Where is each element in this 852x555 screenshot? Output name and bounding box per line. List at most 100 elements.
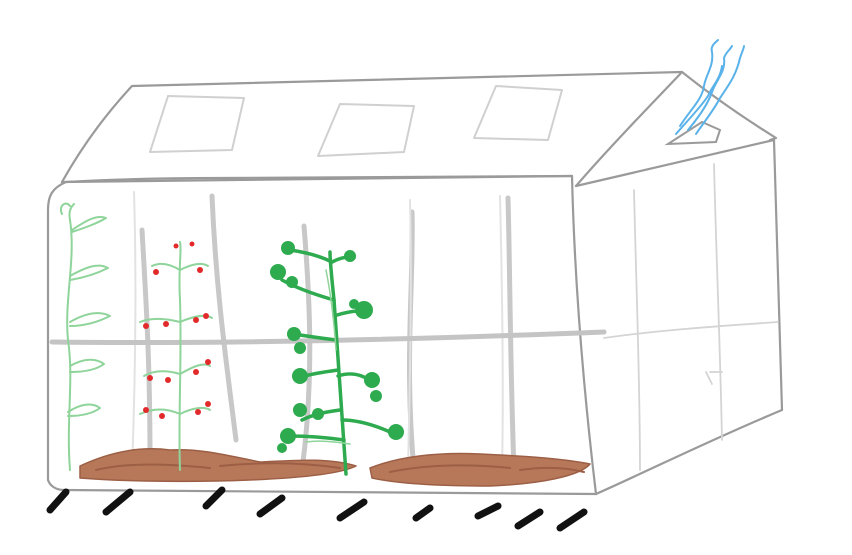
- side-panel-rib-2: [713, 163, 723, 441]
- bush-leaf-12: [293, 403, 307, 417]
- panel-line-1: [131, 191, 137, 471]
- soil-beds: [79, 448, 591, 487]
- side-panel-rib-1: [633, 189, 641, 471]
- tomato-branch-5: [143, 370, 181, 377]
- soil-streak-2: [219, 462, 341, 469]
- foot-2: [102, 488, 134, 516]
- vine-tendril: [60, 202, 71, 215]
- tomato-branch-7: [139, 408, 181, 415]
- rib-1: [139, 227, 153, 463]
- feet: [46, 486, 588, 532]
- chimney-base: [664, 120, 722, 146]
- tomato-4: [197, 267, 203, 273]
- bush-leaf-3: [286, 276, 298, 288]
- roof-window-2: [317, 103, 415, 157]
- side-wall-right: [772, 138, 784, 412]
- tomato-2: [189, 241, 195, 247]
- rib-5: [505, 195, 517, 473]
- foot-3: [202, 486, 226, 510]
- tomato-12: [205, 359, 211, 365]
- soil-streak-3: [389, 464, 511, 473]
- panel-line-2: [407, 199, 412, 471]
- side-wall: [574, 138, 784, 496]
- bush-leaves: [270, 241, 404, 453]
- tomato-branch-8: [179, 406, 211, 415]
- bush-stem: [328, 250, 348, 476]
- vine-leaf-3: [69, 312, 111, 327]
- soil-bed-2: [369, 452, 591, 487]
- tomato-6: [163, 321, 169, 327]
- bush-branch-9: [340, 418, 392, 434]
- bush-leaf-10: [364, 372, 380, 388]
- green-bush-plant: [270, 241, 404, 476]
- front-ribs: [139, 193, 517, 473]
- foot-1: [46, 488, 70, 514]
- foot-6: [412, 504, 434, 522]
- roof-window-3: [473, 85, 563, 141]
- smoke-icon: [675, 39, 745, 135]
- bush-leaf-14: [388, 424, 404, 440]
- tomato-fruits: [143, 241, 211, 419]
- tomato-stem: [178, 241, 182, 471]
- foot-8: [514, 508, 544, 530]
- roof-gable-edge: [574, 70, 684, 188]
- bush-leaf-8: [294, 342, 306, 354]
- side-wall-bottom: [594, 408, 784, 496]
- side-door-handle: [705, 371, 713, 385]
- tomato-16: [205, 401, 211, 407]
- tomato-branch-2: [179, 262, 209, 271]
- rib-2: [209, 193, 239, 443]
- front-wall-left: [46, 180, 68, 492]
- horizontal-rail: [49, 329, 607, 346]
- bush-leaf-6: [349, 299, 359, 309]
- soil-streak-4: [519, 466, 585, 473]
- bush-leaf-13: [312, 408, 324, 420]
- tomato-8: [203, 313, 209, 319]
- bush-leaf-16: [277, 443, 287, 453]
- tomato-branch-6: [179, 363, 211, 375]
- tomato-7: [193, 317, 199, 323]
- tomato-10: [165, 377, 171, 383]
- soil-bed-1: [79, 448, 357, 483]
- side-panels: [603, 163, 779, 471]
- chimney: [664, 39, 745, 146]
- foot-5: [336, 498, 368, 522]
- vine-stem: [66, 203, 75, 471]
- panel-line-3: [499, 195, 504, 471]
- tomato-13: [143, 407, 149, 413]
- bush-leaf-1: [281, 241, 295, 255]
- tomato-1: [173, 243, 179, 249]
- foot-7: [474, 502, 502, 520]
- tomato-11: [193, 369, 199, 375]
- front-panel-lines: [131, 191, 504, 471]
- tomato-3: [153, 269, 159, 275]
- bush-leaf-9: [292, 368, 308, 384]
- foot-9: [556, 508, 588, 532]
- roof: [60, 70, 778, 188]
- bush-leaf-15: [280, 428, 296, 444]
- side-panel-rail: [603, 321, 779, 339]
- vine-leaf-4: [69, 358, 105, 373]
- front-wall-top: [64, 174, 574, 184]
- tomato-14: [159, 413, 165, 419]
- tomato-branch-3: [139, 318, 181, 323]
- bush-branch-1: [288, 248, 334, 264]
- soil-streak-1: [95, 463, 211, 471]
- tomato-plant: [139, 241, 213, 471]
- bush-highlight-2: [305, 440, 351, 445]
- front-wall-right: [570, 174, 598, 496]
- bush-leaf-7: [287, 327, 301, 341]
- side-wall-top: [574, 138, 776, 188]
- roof-window-1: [149, 95, 245, 153]
- vine-leaf-5: [67, 403, 101, 417]
- bush-leaf-2: [270, 264, 286, 280]
- tomato-5: [143, 323, 149, 329]
- roof-windows: [149, 85, 563, 157]
- tomato-branch-4: [179, 314, 213, 323]
- vine-plant: [60, 202, 111, 471]
- front-wall-bottom: [62, 488, 598, 496]
- vine-leaf-2: [69, 264, 109, 281]
- tomato-15: [195, 409, 201, 415]
